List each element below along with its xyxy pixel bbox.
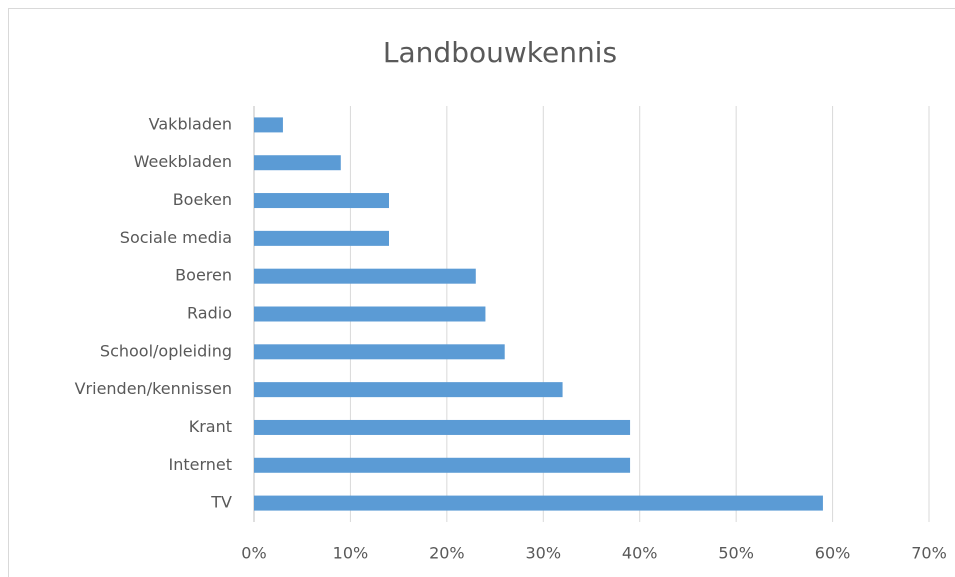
x-tick-label: 0% — [241, 544, 266, 563]
bar — [254, 457, 631, 473]
x-tick-label: 30% — [526, 544, 562, 563]
y-tick-label: TV — [210, 493, 232, 512]
y-tick-label: School/opleiding — [100, 341, 232, 360]
x-tick-label: 50% — [718, 544, 754, 563]
bar — [254, 117, 283, 133]
x-tick-label: 60% — [815, 544, 851, 563]
bar — [254, 306, 486, 322]
bar — [254, 268, 476, 284]
y-tick-label: Vrienden/kennissen — [75, 379, 232, 398]
y-tick-label: Sociale media — [120, 228, 232, 247]
bar — [254, 155, 341, 171]
y-tick-label: Weekbladen — [134, 152, 232, 171]
bar — [254, 495, 823, 511]
y-tick-label: Krant — [189, 417, 232, 436]
bar — [254, 382, 563, 398]
bar — [254, 193, 389, 209]
bar — [254, 344, 505, 360]
x-tick-label: 20% — [429, 544, 465, 563]
bar — [254, 419, 631, 435]
chart-title: Landbouwkennis — [383, 36, 617, 69]
x-tick-label: 10% — [333, 544, 369, 563]
y-tick-label: Boeren — [175, 266, 232, 285]
y-tick-label: Vakbladen — [149, 114, 232, 133]
y-tick-label: Boeken — [173, 190, 232, 209]
y-tick-label: Radio — [187, 304, 232, 323]
chart-frame — [8, 8, 955, 577]
bar — [254, 230, 389, 246]
y-tick-label: Internet — [168, 455, 232, 474]
x-tick-label: 70% — [911, 544, 947, 563]
x-tick-label: 40% — [622, 544, 658, 563]
